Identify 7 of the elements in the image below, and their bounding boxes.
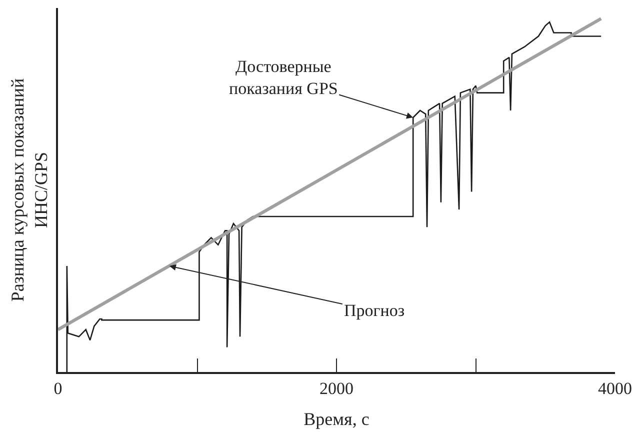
x-tick-label: 4000 [598,379,632,398]
x-tick-label: 0 [54,379,62,398]
x-tick-label: 2000 [320,379,354,398]
y-axis-title: Разница курсовых показаний ИНС/GPS [8,78,51,302]
annotation: Достоверные показания GPS [229,57,338,98]
x-axis-title: Время, с [304,408,370,429]
annotation: Прогноз [344,301,405,320]
